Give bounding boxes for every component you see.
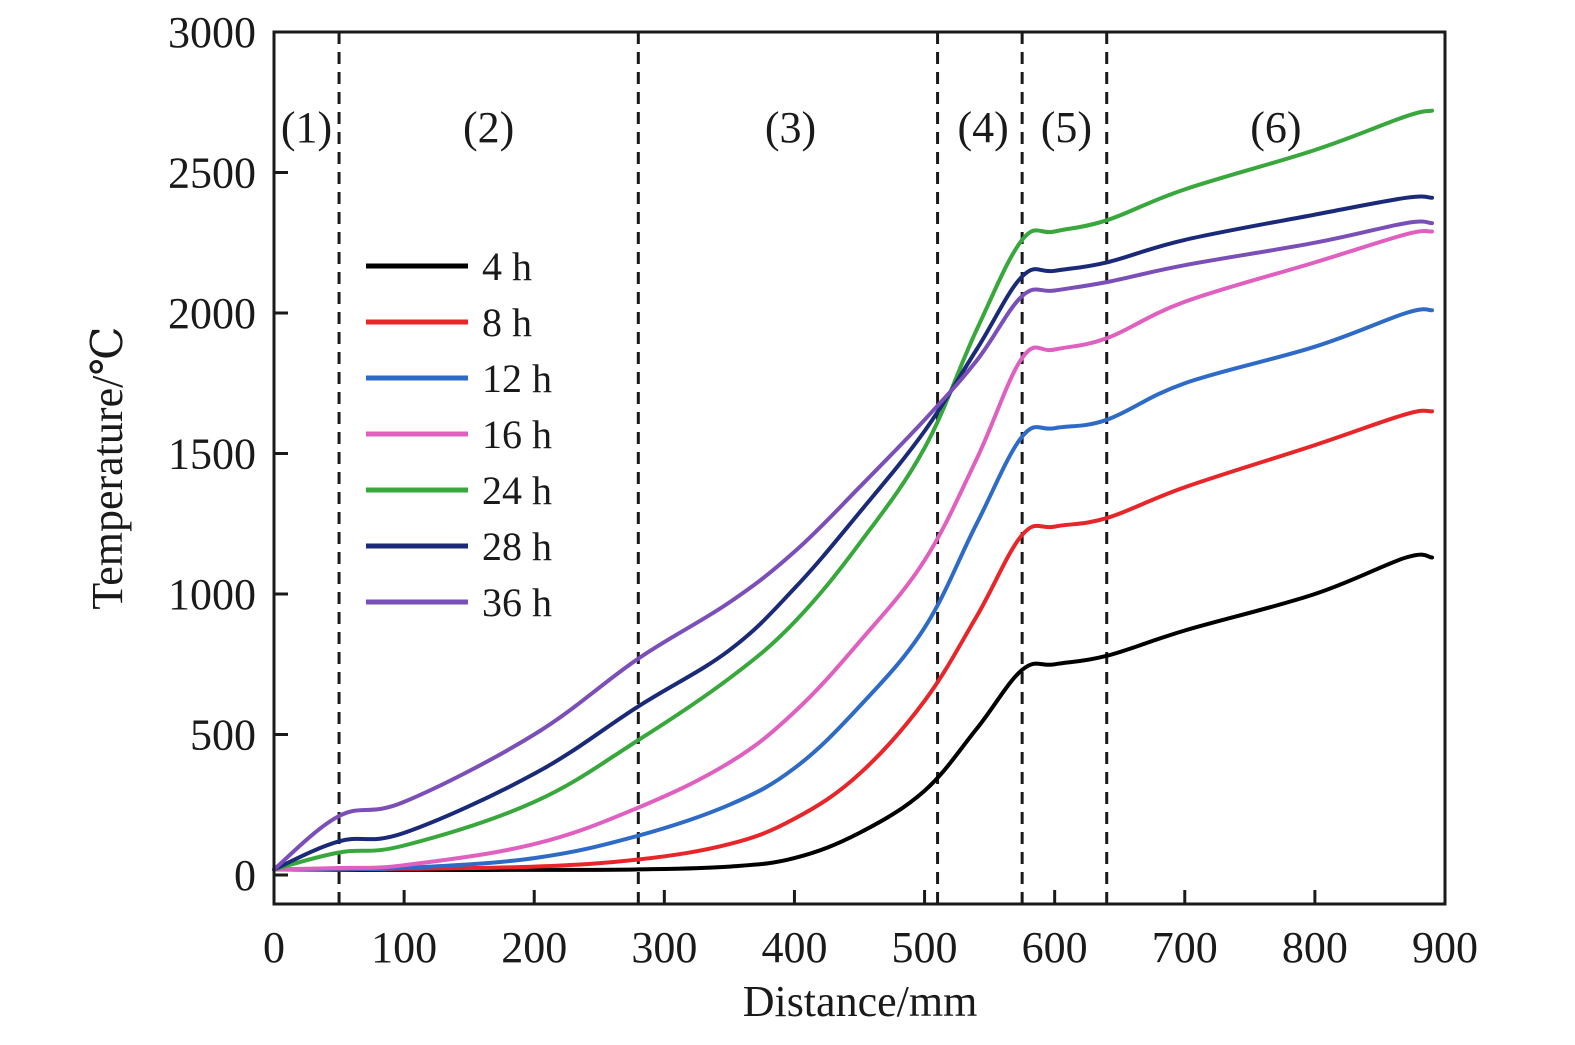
x-tick-label: 900 (1412, 923, 1478, 972)
y-tick-label: 3000 (168, 8, 256, 57)
x-axis-title: Distance/mm (743, 977, 978, 1026)
plot-frame (272, 30, 1447, 906)
axis-ticks: 0 100 200 300 400 500 600 700 800 900 0 500 1000 1500… (168, 8, 1478, 972)
y-axis-title: Temperature/℃ (83, 326, 132, 609)
legend: 4 h 8 h 12 h 16 h 24 h 28 h 36 h (366, 244, 552, 625)
legend-label-16h: 16 h (482, 412, 552, 457)
x-tick-label: 800 (1282, 923, 1348, 972)
y-tick-label: 500 (190, 711, 256, 760)
x-tick-label: 0 (263, 923, 285, 972)
series-line-16h (272, 229, 1434, 872)
series-line-8h (272, 408, 1434, 872)
series-line-12h (272, 307, 1434, 872)
series-line-28h (272, 194, 1434, 872)
legend-label-36h: 36 h (482, 580, 552, 625)
region-label-6: (6) (1250, 103, 1301, 152)
series-line-4h (272, 552, 1434, 872)
x-tick-label: 100 (371, 923, 437, 972)
x-tick-label: 200 (501, 923, 567, 972)
region-label-3: (3) (765, 103, 816, 152)
y-tick-label: 2000 (168, 289, 256, 338)
legend-label-24h: 24 h (482, 468, 552, 513)
legend-label-8h: 8 h (482, 300, 532, 345)
x-tick-label: 400 (761, 923, 827, 972)
x-tick-label: 600 (1022, 923, 1088, 972)
y-tick-label: 2500 (168, 149, 256, 198)
region-label-5: (5) (1041, 103, 1092, 152)
y-tick-label: 0 (234, 851, 256, 900)
legend-label-4h: 4 h (482, 244, 532, 289)
legend-label-12h: 12 h (482, 356, 552, 401)
x-tick-label: 500 (892, 923, 958, 972)
region-label-1: (1) (281, 103, 332, 152)
region-label-4: (4) (957, 103, 1008, 152)
series-lines (272, 108, 1434, 872)
x-tick-label: 700 (1152, 923, 1218, 972)
y-tick-label: 1000 (168, 570, 256, 619)
x-tick-label: 300 (631, 923, 697, 972)
region-boundaries: (1) (2) (3) (4) (5) (6) (281, 32, 1302, 904)
y-tick-label: 1500 (168, 430, 256, 479)
region-label-2: (2) (463, 103, 514, 152)
series-line-36h (272, 219, 1434, 872)
series-line-24h (272, 108, 1434, 872)
legend-label-28h: 28 h (482, 524, 552, 569)
